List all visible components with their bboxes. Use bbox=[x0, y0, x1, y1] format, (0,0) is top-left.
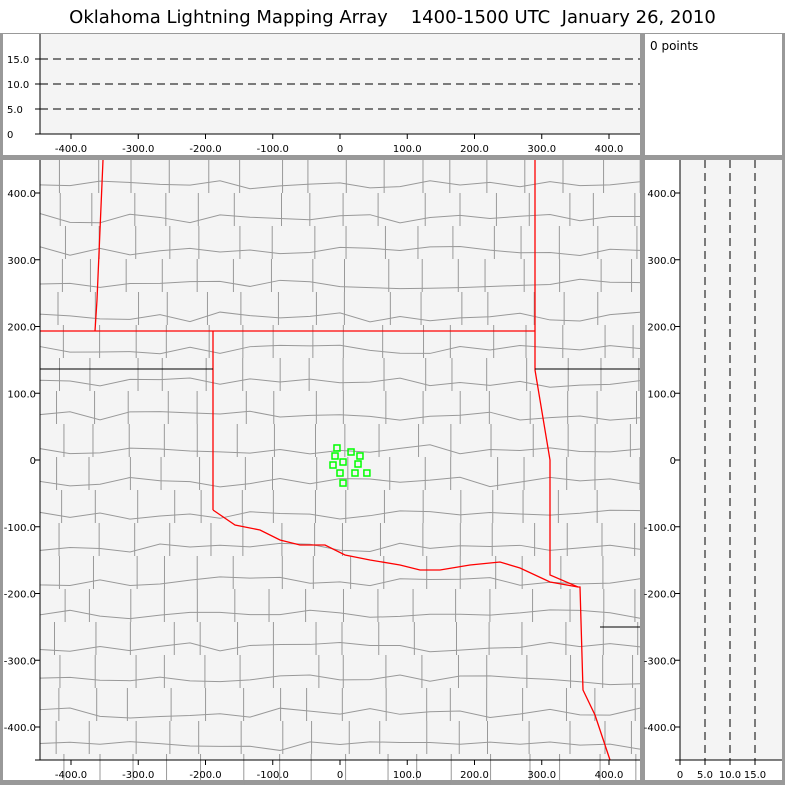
top-y-tick-label: 5.0 bbox=[7, 105, 23, 116]
plan-y-tick-label: -400.0 bbox=[4, 723, 36, 734]
county-line bbox=[39, 674, 641, 686]
county-line bbox=[39, 741, 641, 751]
side-x-tick-label: 5.0 bbox=[697, 770, 713, 781]
state-border bbox=[212, 509, 579, 588]
lightning-source-point bbox=[336, 469, 344, 477]
lightning-source-point bbox=[329, 461, 337, 469]
lightning-source-point bbox=[356, 452, 364, 460]
top-x-tick-label: -200.0 bbox=[189, 144, 221, 155]
plan-x-tick-label: -300.0 bbox=[122, 770, 154, 781]
side-x-tick-label: 15.0 bbox=[744, 770, 766, 781]
plan-y-tick-label: 400.0 bbox=[7, 189, 36, 200]
lightning-source-point bbox=[363, 469, 371, 477]
county-line bbox=[39, 707, 641, 719]
lightning-source-point bbox=[331, 452, 339, 460]
points-count-panel: 0 points bbox=[645, 34, 782, 155]
side-y-tick-label: 400.0 bbox=[647, 189, 676, 200]
side-y-tick-label: -300.0 bbox=[644, 656, 676, 667]
county-line bbox=[39, 410, 641, 421]
top-x-tick-label: 300.0 bbox=[527, 144, 556, 155]
side-y-tick-label: 300.0 bbox=[647, 256, 676, 267]
side-y-tick-label: -200.0 bbox=[644, 590, 676, 601]
top-x-tick-label: 400.0 bbox=[595, 144, 624, 155]
lightning-source-point bbox=[351, 469, 359, 477]
side-y-tick-label: 200.0 bbox=[647, 323, 676, 334]
county-line bbox=[39, 509, 641, 520]
plan-y-tick-label: 300.0 bbox=[7, 256, 36, 267]
top-y-tick-label: 10.0 bbox=[7, 80, 29, 91]
side-y-tick-label: 100.0 bbox=[647, 389, 676, 400]
top-x-tick-label: -400.0 bbox=[55, 144, 87, 155]
plan-y-tick-label: -100.0 bbox=[4, 523, 36, 534]
top-y-tick-label: 15.0 bbox=[7, 55, 29, 66]
plan-y-tick-label: 0 bbox=[30, 456, 36, 467]
plan-x-tick-label: 400.0 bbox=[595, 770, 624, 781]
plan-y-tick-label: 200.0 bbox=[7, 323, 36, 334]
plan-x-tick-label: -100.0 bbox=[257, 770, 289, 781]
county-line bbox=[39, 576, 641, 587]
plan-y-tick-label: 100.0 bbox=[7, 389, 36, 400]
plan-y-tick-label: -300.0 bbox=[4, 656, 36, 667]
side-plot-area bbox=[680, 160, 782, 760]
lightning-source-point bbox=[339, 479, 347, 487]
points-count: 0 points bbox=[650, 39, 699, 53]
plan-x-tick-label: 100.0 bbox=[393, 770, 422, 781]
plan-x-tick-label: 200.0 bbox=[460, 770, 489, 781]
plan-x-tick-label: -200.0 bbox=[189, 770, 221, 781]
side-x-tick-label: 0 bbox=[677, 770, 683, 781]
lightning-source-point bbox=[354, 460, 362, 468]
county-line bbox=[39, 444, 641, 455]
side-y-tick-label: 0 bbox=[670, 456, 676, 467]
plan-y-tick-label: -200.0 bbox=[4, 590, 36, 601]
chart-title: Oklahoma Lightning Mapping Array 1400-15… bbox=[0, 0, 785, 33]
county-line bbox=[39, 609, 641, 620]
top-x-tick-label: -100.0 bbox=[257, 144, 289, 155]
side-x-tick-label: 10.0 bbox=[719, 770, 741, 781]
lightning-source-point bbox=[339, 458, 347, 466]
lightning-source-point bbox=[347, 448, 355, 456]
lightning-source-point bbox=[333, 444, 341, 452]
county-line bbox=[39, 476, 641, 488]
side-y-tick-label: -400.0 bbox=[644, 723, 676, 734]
plan-x-tick-label: 0 bbox=[337, 770, 343, 781]
plan-x-tick-label: -400.0 bbox=[55, 770, 87, 781]
plan-x-tick-label: 300.0 bbox=[527, 770, 556, 781]
state-borders bbox=[40, 159, 640, 761]
top-y-tick-label: 0 bbox=[7, 130, 13, 141]
county-line bbox=[39, 377, 641, 388]
state-border bbox=[94, 159, 104, 332]
top-x-tick-label: -300.0 bbox=[122, 144, 154, 155]
county-line bbox=[39, 642, 641, 653]
top-x-tick-label: 200.0 bbox=[460, 144, 489, 155]
side-y-tick-label: -100.0 bbox=[644, 523, 676, 534]
top-x-tick-label: 0 bbox=[337, 144, 343, 155]
top-x-tick-label: 100.0 bbox=[393, 144, 422, 155]
